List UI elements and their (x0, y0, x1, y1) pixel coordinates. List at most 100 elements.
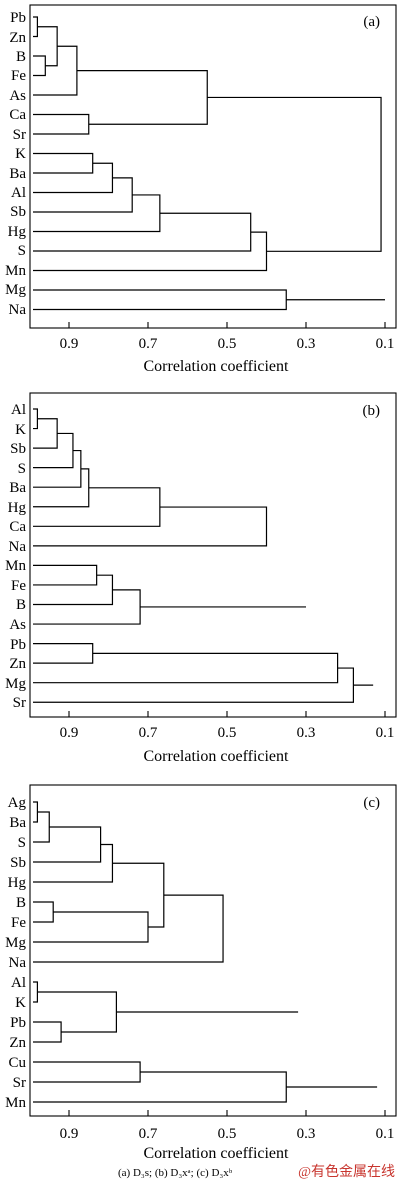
panel-c-leaf-pb: Pb (10, 1015, 26, 1031)
panel-c-ticklabel-0.9: 0.9 (60, 1126, 79, 1142)
panel-c-frame (29, 784, 397, 1117)
panel-c-ticklabel-0.7: 0.7 (139, 1126, 158, 1142)
panel-a-leaf-pb: Pb (10, 10, 26, 26)
panel-c-label: (c) (363, 795, 380, 811)
panel-b-leaf-zn: Zn (9, 656, 26, 672)
panel-b-link-3 (33, 449, 82, 488)
panel-a-link-9 (33, 194, 161, 233)
panel-b-frame (29, 392, 397, 718)
panel-c-leaf-fe: Fe (11, 915, 26, 931)
panel-a-link-12 (207, 96, 382, 252)
panel-b-tree (33, 408, 374, 703)
panel-c-leaf-mn: Mn (5, 1095, 26, 1111)
panel-a-ticklabel-0.1: 0.1 (376, 336, 395, 352)
panel-a-leaf-al: Al (11, 185, 26, 201)
panel-b-link-1 (33, 418, 58, 449)
panel-c-leaf-ba: Ba (9, 815, 26, 831)
panel-b-link-13 (33, 667, 354, 703)
panel-b-ticklabel-0.9: 0.9 (60, 725, 79, 741)
dendrogram-panel-a: (a) Pb Zn B Fe As Ca Sr K Ba Al Sb Hg S … (5, 4, 397, 375)
panel-a-link-4 (33, 113, 90, 135)
panel-b-link-8 (33, 574, 114, 606)
panel-c-link-7 (33, 894, 224, 963)
panel-a-ticklabel-0.9: 0.9 (60, 336, 79, 352)
panel-c-leaf-mg: Mg (5, 935, 26, 951)
panel-b-link-9 (33, 589, 141, 625)
panel-a-leaf-mg: Mg (5, 282, 26, 298)
panel-b-leaf-ba: Ba (9, 480, 26, 496)
panel-c-link-2 (33, 826, 102, 863)
panel-a-link-8 (33, 177, 133, 213)
panel-b-xlabel: Correlation coefficient (144, 748, 290, 765)
panel-b-leaf-na: Na (9, 539, 27, 555)
panel-c-leaf-sr: Sr (13, 1075, 26, 1091)
panel-c-leaf-sb: Sb (10, 855, 26, 871)
panel-b-link-6 (33, 506, 268, 547)
panel-b-label: (b) (363, 403, 381, 419)
dendrogram-panel-c: (c) Ag Ba S Sb Hg B Fe Mg Na Al K Pb Zn … (5, 784, 397, 1162)
panel-a-leaf-ca: Ca (9, 107, 26, 123)
panel-c-leaf-na: Na (9, 955, 27, 971)
panel-b-leaf-fe: Fe (11, 578, 26, 594)
panel-b-link-0 (33, 408, 38, 430)
panel-a-frame (29, 4, 397, 329)
panel-c-leaf-ag: Ag (8, 795, 27, 811)
panel-a-leaf-hg: Hg (8, 224, 27, 240)
panel-a-link-1 (33, 55, 46, 77)
panel-a-tree (33, 16, 385, 311)
panel-c-leaf-b: B (16, 895, 26, 911)
panel-c-link-10 (37, 991, 117, 1033)
figure-caption: (a) D₃s; (b) D₃xᵃ; (c) D₃xᵇ (118, 1167, 233, 1179)
panel-b-leaf-b: B (16, 597, 26, 613)
panel-a-ticklabel-0.5: 0.5 (218, 336, 237, 352)
watermark: @有色金属在线 (298, 1163, 395, 1180)
panel-a-link-13 (33, 289, 287, 311)
panel-a-link-10 (33, 212, 252, 252)
panel-b-link-7 (33, 564, 98, 586)
panel-c-link-8 (33, 981, 38, 1003)
panel-b-leaf-sr: Sr (13, 695, 26, 711)
panel-a-leaf-fe: Fe (11, 68, 26, 84)
panel-c-leaf-cu: Cu (8, 1055, 26, 1071)
panel-a-leaf-zn: Zn (9, 30, 26, 46)
panel-b-ticklabel-0.5: 0.5 (218, 725, 237, 741)
dendrogram-panel-b: (b) Al K Sb S Ba Hg Ca Na Mn Fe B As Pb … (5, 392, 397, 765)
panel-c-link-4 (33, 901, 54, 923)
panel-b-leaf-al: Al (11, 402, 26, 418)
panel-c-link-9 (33, 1021, 62, 1043)
panel-b-leaf-pb: Pb (10, 637, 26, 653)
panel-b-leaf-mg: Mg (5, 676, 26, 692)
panel-c-leaf-k: K (15, 995, 26, 1011)
panel-b-ticklabel-0.7: 0.7 (139, 725, 158, 741)
panel-c-leaf-s: S (18, 835, 26, 851)
panel-c-link-6 (112, 862, 165, 928)
panel-a-link-0 (33, 16, 38, 38)
panel-c-leaf-hg: Hg (8, 875, 27, 891)
panel-a-leaf-k: K (15, 146, 26, 162)
panel-c-tree (33, 801, 378, 1103)
panel-c-leaf-al: Al (11, 975, 26, 991)
panel-a-label: (a) (363, 14, 380, 30)
panel-a-link-7 (33, 162, 114, 194)
panel-b-leaf-s: S (18, 461, 26, 477)
panel-a-link-3 (33, 45, 78, 96)
panel-c-link-12 (33, 1061, 141, 1083)
panel-a-leaf-na: Na (9, 302, 27, 318)
panel-a-link-6 (33, 152, 94, 174)
panel-c-ticklabel-0.1: 0.1 (376, 1126, 395, 1142)
panel-b-leaf-ca: Ca (9, 519, 26, 535)
panel-c-xlabel: Correlation coefficient (144, 1145, 290, 1162)
panel-c-leaf-zn: Zn (9, 1035, 26, 1051)
panel-b-leaf-sb: Sb (10, 441, 26, 457)
panel-b-leaf-hg: Hg (8, 500, 27, 516)
panel-b-link-12 (33, 652, 339, 684)
panel-a-leaf-sr: Sr (13, 127, 26, 143)
panel-a-leaf-b: B (16, 49, 26, 65)
panel-a-link-5 (76, 70, 208, 125)
panel-a-xlabel: Correlation coefficient (144, 358, 290, 375)
panel-b-link-11 (33, 643, 94, 664)
panel-b-ticklabel-0.3: 0.3 (297, 725, 316, 741)
panel-c-link-13 (33, 1071, 287, 1103)
panel-b-link-2 (33, 432, 74, 469)
